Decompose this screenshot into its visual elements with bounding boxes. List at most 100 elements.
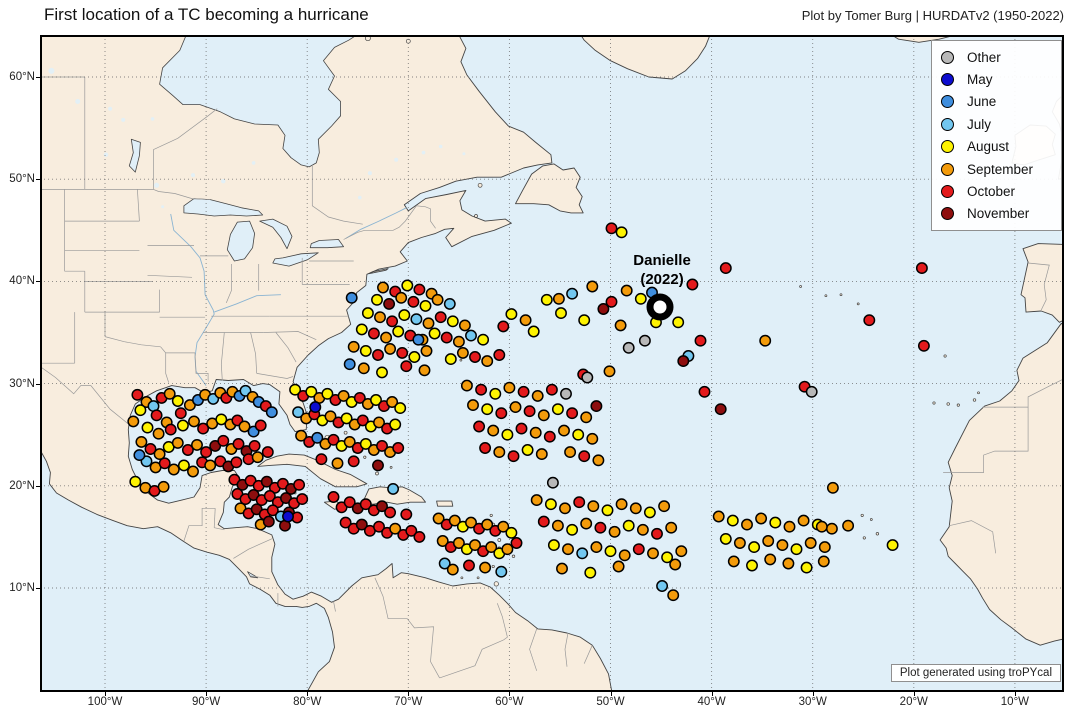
data-point xyxy=(376,500,388,513)
y-tick-mark xyxy=(36,281,40,283)
data-point xyxy=(135,435,148,448)
island xyxy=(511,554,516,558)
data-point xyxy=(347,455,360,468)
river xyxy=(214,294,281,313)
data-point xyxy=(463,559,475,572)
data-point xyxy=(622,519,635,532)
data-point xyxy=(295,429,308,442)
data-point xyxy=(618,549,631,562)
data-point xyxy=(604,545,617,558)
x-tick-label: 10°W xyxy=(1000,696,1030,708)
data-point xyxy=(566,287,579,300)
data-point xyxy=(523,405,536,418)
data-point xyxy=(343,435,356,448)
legend-item-aug: August xyxy=(941,136,1052,158)
small-lake xyxy=(161,205,165,209)
data-point xyxy=(315,453,328,466)
data-point xyxy=(392,442,405,454)
x-tick-label: 30°W xyxy=(798,696,827,708)
legend-swatch-icon xyxy=(941,207,954,221)
data-point xyxy=(263,490,276,502)
x-tick-label: 50°W xyxy=(596,696,625,708)
data-point xyxy=(826,481,839,494)
data-point xyxy=(580,411,593,424)
data-point xyxy=(176,419,189,432)
data-point xyxy=(289,383,302,396)
data-point xyxy=(127,415,140,428)
data-point xyxy=(530,494,543,507)
data-point xyxy=(452,537,465,549)
data-point xyxy=(217,434,230,447)
data-point xyxy=(495,407,508,420)
data-point xyxy=(331,457,344,470)
political-border xyxy=(137,189,140,222)
data-point xyxy=(419,299,432,312)
legend-item-jun: June xyxy=(941,91,1052,113)
data-point xyxy=(309,401,322,414)
data-point xyxy=(293,478,306,491)
small-lake xyxy=(108,106,113,111)
x-tick-label: 90°W xyxy=(191,696,221,708)
data-point xyxy=(200,446,213,459)
data-point xyxy=(672,316,685,329)
data-point xyxy=(573,496,586,509)
footnote: Plot generated using troPYcal xyxy=(890,664,1061,682)
highlight-ring xyxy=(646,293,674,321)
legend-swatch-icon xyxy=(941,50,954,64)
data-point xyxy=(675,545,688,558)
data-point xyxy=(384,342,397,355)
legend-item-nov: November xyxy=(941,203,1052,225)
data-point xyxy=(782,557,795,570)
data-point xyxy=(292,406,305,419)
data-point xyxy=(481,518,494,531)
legend-label: Other xyxy=(967,49,1001,65)
data-point xyxy=(144,443,157,455)
data-point xyxy=(367,327,380,340)
data-point xyxy=(605,222,618,235)
political-border xyxy=(214,527,225,531)
political-border xyxy=(225,264,232,304)
small-lake xyxy=(154,182,160,188)
data-point xyxy=(566,407,579,420)
landmass xyxy=(40,35,613,692)
data-point xyxy=(629,502,642,515)
island xyxy=(343,430,348,435)
island xyxy=(460,576,464,580)
data-point xyxy=(733,537,746,549)
data-point xyxy=(661,551,674,564)
data-point xyxy=(431,293,444,306)
political-border xyxy=(213,508,216,528)
data-point xyxy=(163,387,176,400)
data-point xyxy=(446,563,459,576)
data-point xyxy=(545,383,558,396)
political-border xyxy=(529,628,538,671)
data-point xyxy=(790,543,803,556)
data-point xyxy=(590,541,603,554)
data-point xyxy=(405,524,418,537)
island xyxy=(956,403,960,407)
data-point xyxy=(305,385,318,398)
data-point xyxy=(636,523,649,536)
data-point xyxy=(407,295,420,308)
data-point xyxy=(543,430,556,443)
data-point xyxy=(400,508,413,521)
data-point xyxy=(446,315,459,328)
data-point xyxy=(527,325,540,338)
data-point xyxy=(686,278,699,291)
political-border xyxy=(104,336,161,348)
data-point xyxy=(347,340,360,353)
data-point xyxy=(540,293,553,306)
data-point xyxy=(396,346,409,359)
data-point xyxy=(187,465,199,478)
x-tick-label: 40°W xyxy=(697,696,726,708)
x-tick-mark xyxy=(105,692,106,696)
data-point xyxy=(667,589,680,602)
data-point xyxy=(458,319,471,332)
data-point xyxy=(475,383,488,396)
data-point xyxy=(915,262,928,275)
data-point xyxy=(529,426,542,439)
data-point xyxy=(361,307,374,320)
data-point xyxy=(741,518,753,531)
data-point xyxy=(634,292,647,305)
y-tick-mark xyxy=(36,383,40,385)
